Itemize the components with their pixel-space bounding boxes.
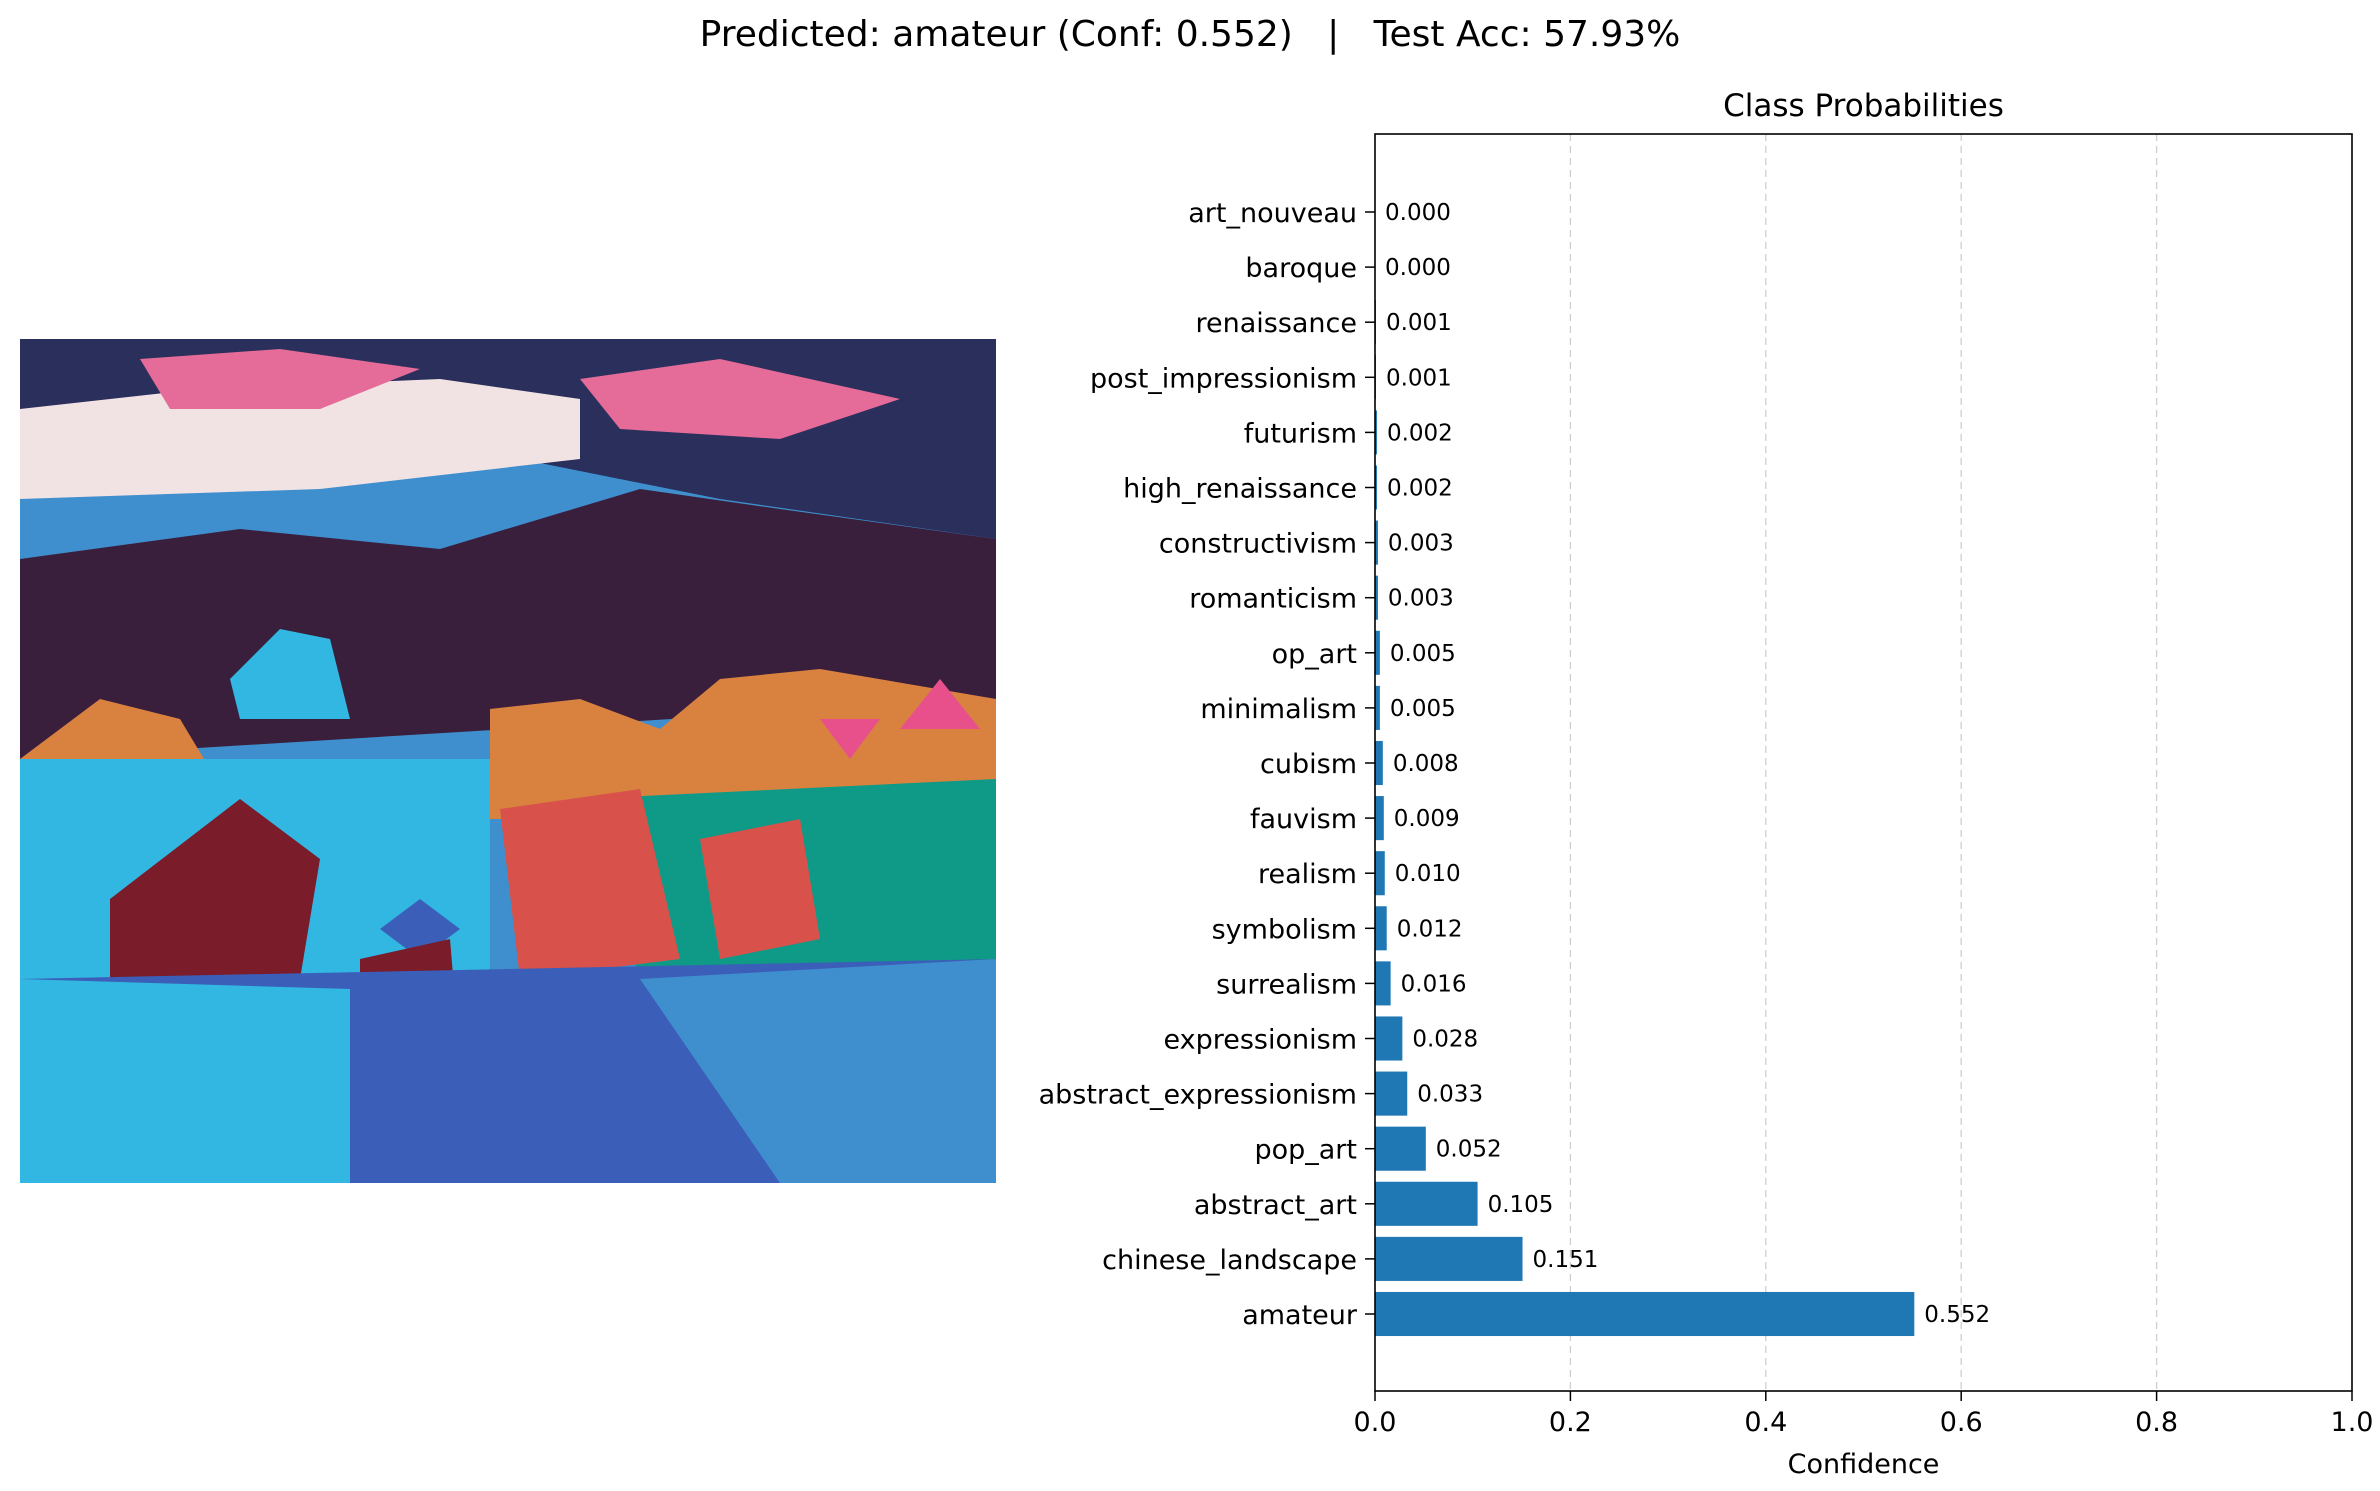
value-label: 0.012 [1397, 916, 1463, 942]
value-label: 0.002 [1387, 476, 1453, 502]
grid-lines [1569, 134, 2158, 1391]
bar-pop_art [1375, 1126, 1426, 1171]
painting-image [20, 339, 996, 1183]
red-block [500, 789, 680, 979]
value-label: 0.003 [1388, 531, 1454, 557]
y-tick-label: post_impressionism [1090, 363, 1357, 394]
value-label: 0.016 [1401, 971, 1467, 997]
value-label: 0.003 [1388, 586, 1454, 612]
x-tick-label: 0.0 [1354, 1407, 1397, 1438]
y-tick-label: pop_art [1254, 1135, 1357, 1166]
value-label: 0.052 [1436, 1137, 1502, 1163]
value-label: 0.028 [1412, 1027, 1478, 1053]
x-tick-label: 0.4 [1744, 1407, 1787, 1438]
plot-frame [1374, 133, 2353, 1392]
pink-triangle-2 [900, 679, 980, 729]
x-tick-label: 1.0 [2331, 1407, 2374, 1438]
value-label: 0.008 [1393, 751, 1459, 777]
value-label: 0.005 [1390, 696, 1456, 722]
y-tick-label: symbolism [1212, 914, 1357, 945]
y-tick-label: abstract_art [1194, 1190, 1357, 1221]
bars [1375, 300, 1915, 1337]
cloud-light [20, 379, 580, 499]
pink-block [700, 819, 820, 959]
bar-constructivism [1375, 520, 1378, 565]
value-label: 0.552 [1924, 1302, 1990, 1328]
bar-abstract_expressionism [1375, 1071, 1408, 1116]
value-label: 0.000 [1385, 255, 1451, 281]
y-tick-label: constructivism [1159, 529, 1357, 560]
value-label: 0.000 [1385, 200, 1451, 226]
pink-triangle [820, 719, 880, 759]
cloud-pink [140, 349, 420, 409]
bar-op_art [1375, 630, 1380, 675]
y-tick-label: high_renaissance [1123, 474, 1357, 505]
bar-amateur [1375, 1291, 1915, 1337]
value-label: 0.009 [1394, 806, 1460, 832]
value-labels: 0.000 0.000 0.001 0.001 0.002 0.002 0.003 0.003… [1385, 200, 1990, 1328]
y-tick-label: abstract_expressionism [1039, 1080, 1357, 1111]
value-label: 0.033 [1417, 1082, 1483, 1108]
bar-surrealism [1375, 961, 1391, 1006]
y-tick-label: chinese_landscape [1102, 1245, 1357, 1276]
y-tick-label: baroque [1245, 253, 1357, 284]
y-tick-label: minimalism [1200, 694, 1357, 725]
x-tick-labels: 0.0 0.2 0.4 0.6 0.8 1.0 [1354, 1391, 2374, 1438]
bar-chinese_landscape [1375, 1236, 1523, 1281]
value-label: 0.005 [1390, 641, 1456, 667]
bar-realism [1375, 851, 1385, 896]
y-tick-label: renaissance [1195, 308, 1357, 339]
value-label: 0.105 [1488, 1192, 1554, 1218]
bar-romanticism [1375, 575, 1378, 620]
painting-illustration [20, 339, 996, 1183]
y-tick-label: expressionism [1163, 1025, 1357, 1056]
value-label: 0.151 [1533, 1247, 1599, 1273]
x-axis-label: Confidence [1788, 1449, 1940, 1480]
y-tick-label: romanticism [1189, 584, 1357, 615]
teal-ground [20, 979, 350, 1183]
bar-futurism [1375, 410, 1377, 455]
bar-symbolism [1375, 906, 1387, 951]
light-ground [640, 959, 996, 1183]
maroon-roof [110, 799, 320, 979]
cloud-pink-2 [580, 359, 900, 439]
value-label: 0.001 [1386, 310, 1452, 336]
bar-cubism [1375, 740, 1383, 786]
value-label: 0.002 [1387, 420, 1453, 446]
y-tick-label: surrealism [1216, 969, 1357, 1000]
y-tick-label: futurism [1244, 418, 1357, 449]
x-tick-label: 0.8 [2135, 1407, 2178, 1438]
y-tick-label: cubism [1260, 749, 1357, 780]
y-tick-label: amateur [1242, 1300, 1358, 1331]
bar-fauvism [1375, 796, 1384, 841]
bar-abstract_art [1375, 1181, 1478, 1226]
orange-buildings [490, 669, 996, 819]
x-tick-label: 0.6 [1940, 1407, 1983, 1438]
y-tick-label: op_art [1272, 639, 1357, 670]
chart-title: Class Probabilities [1723, 88, 2004, 124]
bar-expressionism [1375, 1016, 1403, 1061]
y-tick-label: realism [1258, 859, 1357, 890]
turquoise-roof [230, 629, 350, 719]
value-label: 0.001 [1386, 365, 1452, 391]
bar-high_renaissance [1375, 465, 1377, 510]
x-tick-label: 0.2 [1549, 1407, 1592, 1438]
figure-title: Predicted: amateur (Conf: 0.552) | Test … [699, 14, 1681, 55]
bar-minimalism [1375, 685, 1380, 730]
y-tick-label: art_nouveau [1188, 198, 1357, 229]
value-label: 0.010 [1395, 861, 1461, 887]
y-tick-label: fauvism [1250, 804, 1357, 835]
maroon-sun [20, 699, 210, 769]
